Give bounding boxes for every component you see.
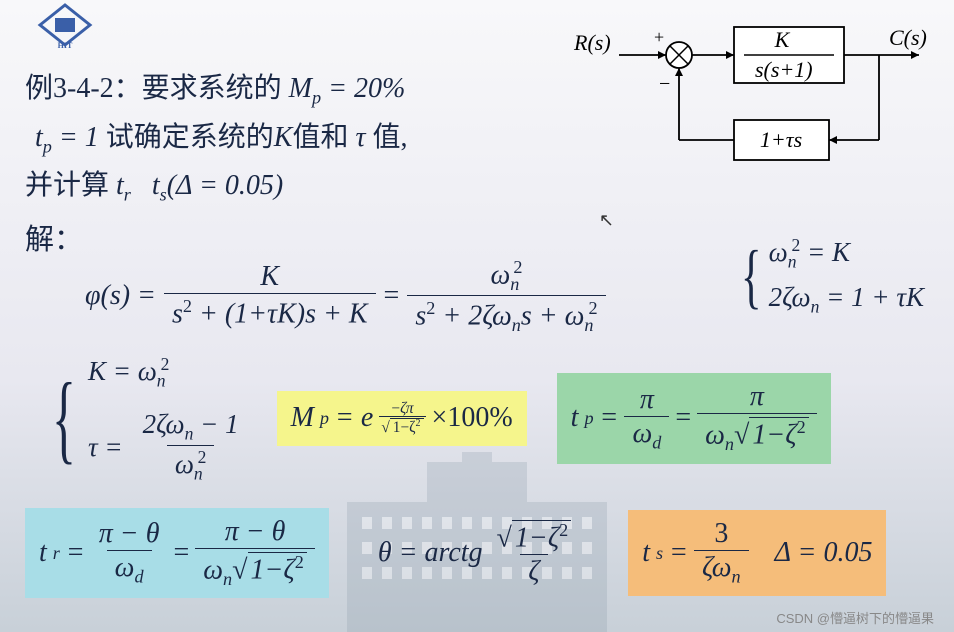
block-diagram: R(s) + − K s(s+1) C(s) 1+τs (559, 15, 929, 175)
tr-formula-box: tr = π − θωd = π − θωn√1−ζ2 (25, 508, 329, 598)
mp-formula-box: Mp = e−ζπ√1−ζ2 ×100% (277, 391, 527, 446)
svg-text:K: K (774, 27, 791, 52)
svg-text:C(s): C(s) (889, 25, 927, 50)
svg-text:HIT: HIT (58, 41, 73, 50)
cursor-icon: ↖ (599, 210, 614, 231)
svg-text:+: + (654, 27, 664, 47)
rs-label: R(s) (573, 30, 611, 55)
theta-formula: θ = arctg √1−ζ2ζ (364, 510, 593, 596)
side-equations: { ωn2 = K 2ζωn = 1 + τK (734, 235, 924, 318)
svg-text:s(s+1): s(s+1) (755, 57, 813, 82)
ts-formula-box: ts = 3ζωn Δ = 0.05 (628, 510, 886, 596)
watermark: CSDN @懵逼树下的懵逼果 (776, 608, 934, 627)
hit-logo: HIT (30, 0, 100, 50)
svg-text:1+τs: 1+τs (760, 127, 802, 152)
solved-system: { K = ωn2 τ =2ζωn − 1ωn2 (40, 354, 247, 483)
svg-text:−: − (659, 73, 670, 95)
tp-formula-box: tp = πωd = πωn√1−ζ2 (557, 373, 831, 463)
